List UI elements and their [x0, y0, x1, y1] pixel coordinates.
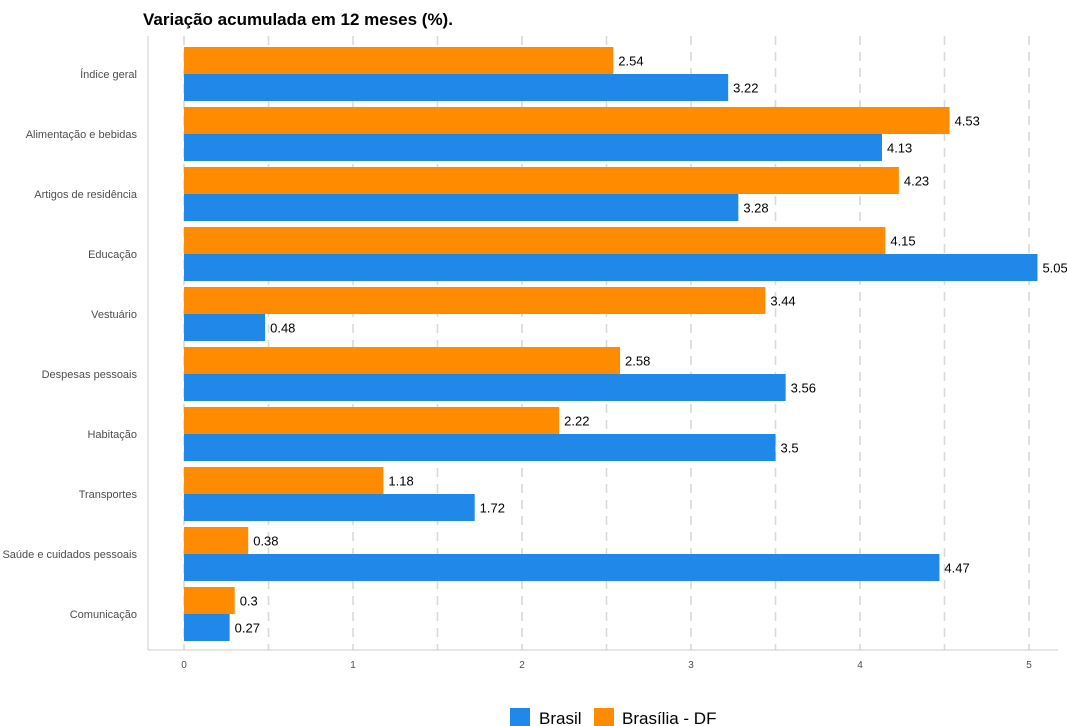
legend: Brasil Brasília - DF: [510, 708, 716, 726]
bar-brasilia-df: [184, 227, 886, 254]
bar-value-label: 3.44: [770, 294, 795, 309]
bar-value-label: 3.56: [791, 381, 816, 396]
bar-value-label: 4.23: [904, 174, 929, 189]
bar-value-label: 4.53: [955, 114, 980, 129]
bar-value-label: 0.38: [253, 534, 278, 549]
x-tick-label: 0: [181, 660, 187, 671]
chart-title: Variação acumulada em 12 meses (%).: [143, 10, 453, 29]
bar-brasil: [184, 494, 475, 521]
category-label: Artigos de residência: [34, 189, 138, 201]
axes: [147, 36, 1058, 651]
bar-value-label: 0.27: [235, 621, 260, 636]
bar-brasilia-df: [184, 527, 249, 554]
bar-brasil: [184, 314, 266, 341]
bar-value-label: 3.5: [781, 441, 799, 456]
legend-swatch: [594, 708, 614, 726]
bar-brasilia-df: [184, 467, 384, 494]
x-tick-label: 1: [350, 660, 356, 671]
legend-swatch: [510, 708, 530, 726]
bar-brasil: [184, 554, 940, 581]
x-tick-label: 5: [1026, 660, 1032, 671]
bar-value-label: 4.15: [890, 234, 915, 249]
bar-brasil: [184, 434, 776, 461]
legend-label: Brasília - DF: [622, 709, 716, 726]
bar-value-label: 1.18: [388, 474, 413, 489]
category-label: Alimentação e bebidas: [26, 129, 138, 141]
bar-brasilia-df: [184, 107, 950, 134]
x-tick-label: 3: [688, 660, 694, 671]
bar-value-label: 1.72: [480, 501, 505, 516]
data-labels: 2.54 3.22 4.53 4.13 4.23 3.28 4.15 5.05 3.44 0.48…: [235, 54, 1067, 636]
bar-value-label: 0.3: [240, 594, 258, 609]
bar-value-label: 3.22: [733, 81, 758, 96]
bar-value-label: 5.05: [1042, 261, 1067, 276]
bar-value-label: 2.54: [618, 54, 643, 69]
category-label: Despesas pessoais: [42, 369, 138, 381]
category-label: Comunicação: [70, 609, 137, 621]
bar-brasilia-df: [184, 287, 766, 314]
bar-brasil: [184, 194, 739, 221]
bar-value-label: 3.28: [743, 201, 768, 216]
bar-brasil: [184, 614, 230, 641]
category-label: Educação: [88, 249, 137, 261]
category-label: Vestuário: [91, 309, 137, 321]
bar-brasil: [184, 134, 882, 161]
bar-brasil: [184, 374, 786, 401]
bar-brasilia-df: [184, 167, 899, 194]
bar-brasilia-df: [184, 347, 621, 374]
x-tick-labels: 0 1 2 3 4 5: [181, 660, 1032, 671]
bar-brasil: [184, 74, 729, 101]
legend-label: Brasil: [539, 709, 582, 726]
bar-brasil: [184, 254, 1038, 281]
bars: [184, 47, 1038, 641]
category-label: Transportes: [79, 489, 138, 501]
bar-value-label: 4.13: [887, 141, 912, 156]
category-label: Índice geral: [80, 68, 137, 81]
category-labels: Índice geral Alimentação e bebidas Artigos…: [2, 68, 137, 621]
x-tick-label: 2: [519, 660, 525, 671]
bar-value-label: 4.47: [944, 561, 969, 576]
bar-value-label: 0.48: [270, 321, 295, 336]
category-label: Habitação: [87, 429, 137, 441]
bar-brasilia-df: [184, 587, 235, 614]
bar-value-label: 2.58: [625, 354, 650, 369]
category-label: Saúde e cuidados pessoais: [2, 549, 137, 561]
bar-brasilia-df: [184, 47, 614, 74]
bar-brasilia-df: [184, 407, 560, 434]
x-tick-label: 4: [857, 660, 863, 671]
bar-value-label: 2.22: [564, 414, 589, 429]
